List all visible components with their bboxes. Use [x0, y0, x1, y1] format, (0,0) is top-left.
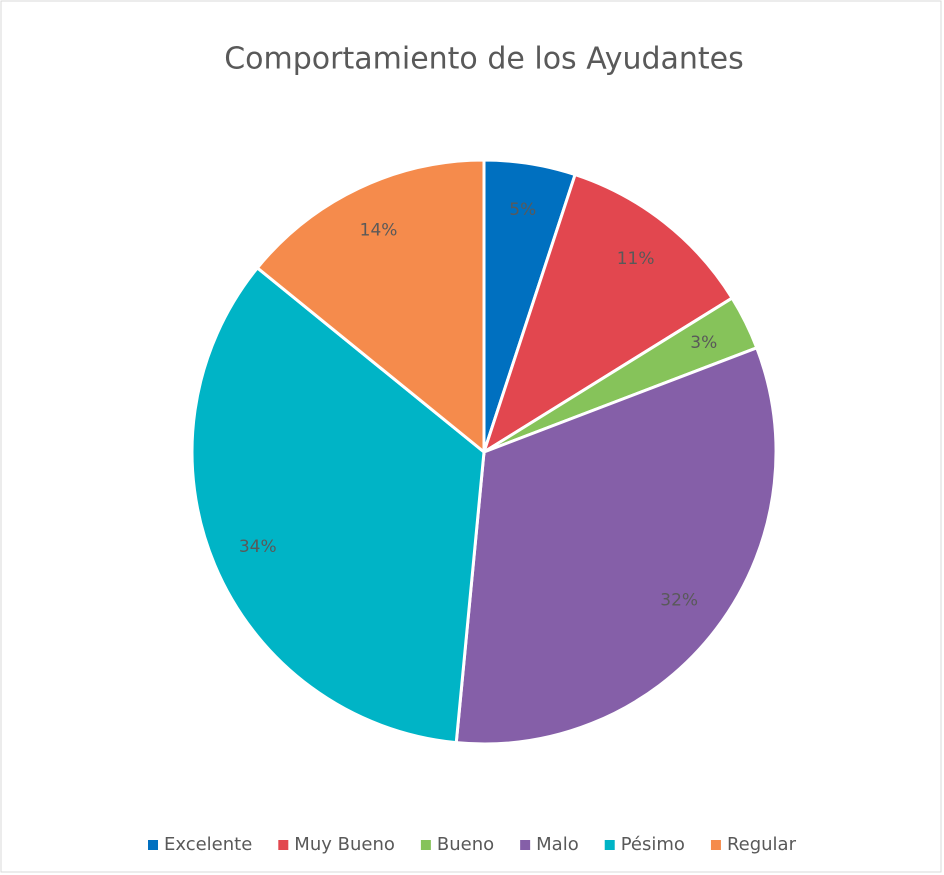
- chart-title: Comportamiento de los Ayudantes: [224, 42, 744, 77]
- data-label: 11%: [617, 249, 655, 269]
- pie-slice: [255, 158, 486, 456]
- legend-label: Muy Bueno: [294, 834, 395, 855]
- legend-swatch: [710, 840, 721, 850]
- legend-swatch: [520, 840, 531, 850]
- legend-swatch: [278, 840, 289, 850]
- pie-slice: [454, 345, 778, 746]
- legend-swatch: [148, 840, 159, 850]
- legend-label: Pésimo: [621, 834, 685, 855]
- data-label: 14%: [360, 221, 398, 241]
- legend-label: Malo: [536, 834, 579, 855]
- data-label: 3%: [690, 333, 717, 353]
- legend-swatch: [420, 840, 431, 850]
- data-label: 34%: [239, 537, 277, 557]
- pie-slice: [481, 172, 735, 456]
- legend-label: Excelente: [164, 834, 252, 855]
- legend-label: Regular: [727, 834, 797, 855]
- data-label: 5%: [509, 200, 536, 220]
- legend-swatch: [604, 840, 615, 850]
- legend-label: Bueno: [437, 834, 494, 855]
- pie-slice: [190, 265, 486, 745]
- data-label: 32%: [660, 591, 698, 611]
